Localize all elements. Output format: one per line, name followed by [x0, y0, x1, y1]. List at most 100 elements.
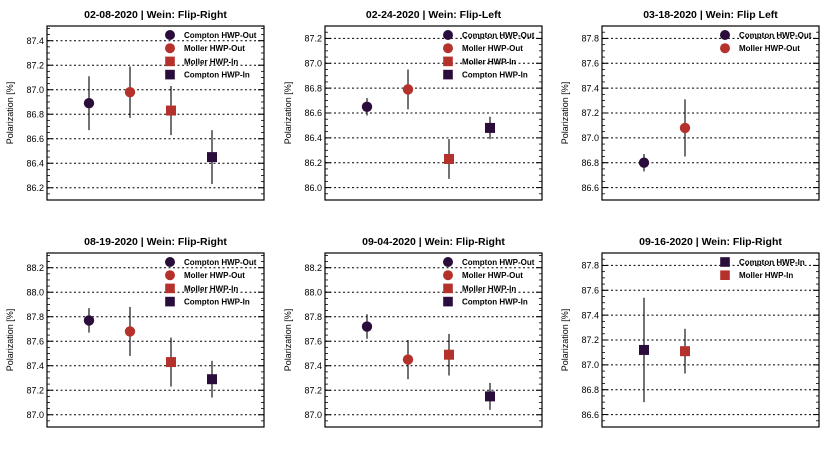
- data-point-circle: [402, 84, 414, 95]
- data-point-circle: [124, 86, 136, 98]
- y-tick-label: 86.8: [581, 158, 599, 168]
- y-tick-label: 86.6: [581, 410, 599, 420]
- y-axis-label: Polarization [%]: [560, 309, 570, 372]
- data-point-square: [444, 153, 454, 164]
- y-tick-label: 87.6: [304, 336, 322, 346]
- panel-1: 02-08-2020 | Wein: Flip-Right Polarizatio…: [5, 9, 265, 201]
- plot-frame: [324, 252, 543, 428]
- y-tick-label: 86.6: [304, 108, 322, 118]
- y-tick-label: 88.0: [304, 287, 322, 297]
- legend-entry-label: Compton HWP-In: [739, 258, 805, 267]
- y-tick-label: 87.0: [581, 360, 599, 370]
- y-tick-label: 87.4: [26, 36, 44, 46]
- y-tick-label: 87.2: [26, 385, 44, 395]
- data-point-circle: [679, 122, 691, 134]
- data-point-circle: [124, 326, 136, 337]
- y-tick-label: 86.6: [26, 134, 44, 144]
- y-tick-label: 87.0: [304, 410, 322, 420]
- y-axis-label: Polarization [%]: [5, 309, 15, 372]
- panel-title: 02-08-2020 | Wein: Flip-Right: [84, 9, 227, 21]
- legend-entry-label: Compton HWP-Out: [462, 258, 535, 267]
- legend-entry-label: Compton HWP-Out: [184, 31, 257, 40]
- data-point-square: [207, 152, 217, 163]
- data-point-square: [166, 105, 176, 116]
- y-tick-label: 86.4: [26, 158, 44, 168]
- y-tick-label: 88.2: [304, 263, 322, 273]
- legend-entry-label: Moller HWP-In: [462, 284, 516, 293]
- legend-marker-square: [443, 296, 453, 307]
- legend-marker-square: [165, 296, 175, 307]
- data-point-circle: [361, 101, 373, 112]
- y-tick-label: 87.6: [581, 285, 599, 295]
- data-point-square: [166, 357, 176, 368]
- panel-title: 09-16-2020 | Wein: Flip-Right: [639, 236, 782, 248]
- y-tick-label: 86.8: [26, 109, 44, 119]
- y-tick-label: 86.2: [26, 183, 44, 193]
- y-tick-label: 87.2: [304, 385, 322, 395]
- legend-marker-circle: [443, 257, 453, 267]
- y-axis-label: Polarization [%]: [283, 309, 293, 372]
- y-tick-label: 88.0: [26, 287, 44, 297]
- data-point-circle: [638, 157, 650, 168]
- panel-4: 08-19-2020 | Wein: Flip-Right Polarizatio…: [5, 236, 265, 428]
- legend-entry-label: Moller HWP-In: [462, 57, 516, 66]
- legend-entry-label: Compton HWP-In: [462, 298, 528, 307]
- legend-marker-circle: [720, 43, 730, 54]
- plot-frame: [46, 25, 265, 201]
- y-tick-label: 87.2: [304, 34, 322, 44]
- legend-marker-circle: [443, 43, 453, 54]
- legend-marker-square: [165, 283, 175, 294]
- data-point-circle: [83, 315, 95, 326]
- legend-marker-circle: [165, 43, 175, 54]
- y-tick-label: 87.0: [26, 410, 44, 420]
- legend-entry-label: Moller HWP-Out: [462, 271, 523, 280]
- panel-title: 03-18-2020 | Wein: Flip Left: [643, 9, 778, 21]
- y-tick-label: 87.0: [26, 85, 44, 95]
- legend-entry-label: Compton HWP-Out: [184, 258, 257, 267]
- legend-entry-label: Moller HWP-In: [184, 57, 238, 66]
- y-tick-label: 86.4: [304, 133, 322, 143]
- y-tick-label: 87.8: [26, 312, 44, 322]
- panel-title: 09-04-2020 | Wein: Flip-Right: [362, 236, 505, 248]
- y-tick-label: 87.0: [581, 133, 599, 143]
- legend-entry-label: Moller HWP-In: [739, 271, 793, 280]
- y-tick-label: 87.8: [304, 312, 322, 322]
- legend-marker-square: [720, 257, 730, 267]
- y-tick-label: 87.4: [581, 83, 599, 93]
- y-tick-label: 86.6: [581, 183, 599, 193]
- legend-marker-circle: [165, 257, 175, 267]
- legend-entry-label: Compton HWP-Out: [739, 31, 812, 40]
- data-point-square: [680, 346, 690, 357]
- panel-3: 03-18-2020 | Wein: Flip Left Polarization…: [560, 9, 820, 201]
- legend-marker-square: [720, 270, 730, 280]
- data-point-circle: [361, 321, 373, 332]
- panel-5: 09-04-2020 | Wein: Flip-Right Polarizatio…: [283, 236, 543, 428]
- y-tick-label: 87.4: [26, 361, 44, 371]
- y-tick-label: 87.6: [581, 58, 599, 68]
- y-tick-label: 86.2: [304, 158, 322, 168]
- panel-6: 09-16-2020 | Wein: Flip-Right Polarizatio…: [560, 236, 820, 428]
- data-point-square: [444, 349, 454, 360]
- legend-entry-label: Compton HWP-In: [184, 298, 250, 307]
- y-tick-label: 87.0: [304, 58, 322, 68]
- legend-entry-label: Compton HWP-In: [462, 71, 528, 80]
- y-tick-label: 86.0: [304, 183, 322, 193]
- y-tick-label: 87.8: [581, 34, 599, 44]
- y-tick-label: 87.2: [26, 60, 44, 70]
- data-point-circle: [83, 97, 95, 109]
- legend-marker-square: [165, 69, 175, 80]
- data-point-square: [485, 391, 495, 402]
- data-point-square: [639, 344, 649, 355]
- legend-entry-label: Compton HWP-In: [184, 71, 250, 80]
- legend-marker-circle: [443, 30, 453, 40]
- y-tick-label: 87.6: [26, 336, 44, 346]
- legend-marker-circle: [443, 270, 453, 281]
- panel-2: 02-24-2020 | Wein: Flip-Left Polarization…: [283, 9, 543, 201]
- plot-frame: [46, 252, 265, 428]
- legend-marker-square: [165, 56, 175, 67]
- y-tick-label: 87.4: [304, 361, 322, 371]
- y-axis-label: Polarization [%]: [5, 82, 15, 145]
- legend-marker-square: [443, 69, 453, 80]
